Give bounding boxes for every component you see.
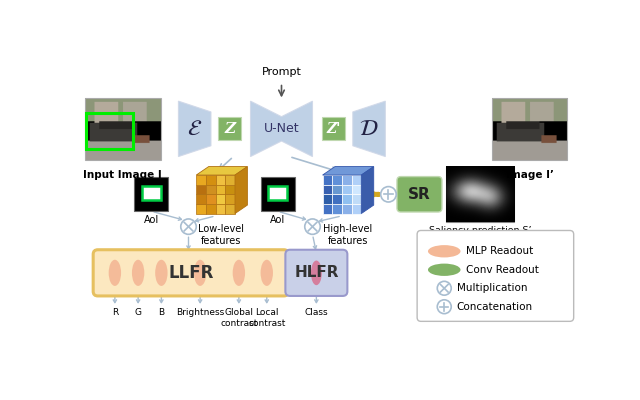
Circle shape [381, 186, 396, 202]
Polygon shape [323, 204, 332, 214]
Polygon shape [206, 194, 216, 204]
Text: AoI: AoI [270, 215, 285, 225]
Polygon shape [216, 204, 225, 214]
Text: $\mathcal{D}$: $\mathcal{D}$ [359, 119, 379, 139]
Polygon shape [342, 185, 351, 194]
Text: High-level
features: High-level features [323, 224, 372, 246]
Bar [84, 98, 161, 160]
Polygon shape [351, 204, 362, 214]
Polygon shape [179, 101, 211, 156]
Polygon shape [206, 185, 216, 194]
FancyBboxPatch shape [285, 250, 348, 296]
Polygon shape [196, 194, 206, 204]
Ellipse shape [233, 260, 245, 286]
Text: Input Image I: Input Image I [83, 170, 162, 180]
Polygon shape [216, 194, 225, 204]
FancyBboxPatch shape [397, 176, 442, 212]
Text: AoI: AoI [143, 215, 159, 225]
Polygon shape [323, 175, 332, 185]
Polygon shape [353, 101, 385, 156]
Text: HLFR: HLFR [294, 265, 339, 280]
Polygon shape [206, 204, 216, 214]
Circle shape [305, 219, 320, 234]
Text: Saliency prediction S’: Saliency prediction S’ [429, 226, 531, 235]
Polygon shape [196, 166, 248, 175]
Text: Image I’: Image I’ [506, 170, 554, 180]
Polygon shape [332, 185, 342, 194]
Polygon shape [216, 175, 225, 185]
Polygon shape [225, 194, 235, 204]
Text: B: B [158, 308, 164, 317]
Text: SR: SR [408, 187, 431, 202]
FancyBboxPatch shape [417, 230, 573, 321]
Polygon shape [196, 204, 206, 214]
Circle shape [437, 281, 451, 295]
Polygon shape [196, 175, 206, 185]
FancyBboxPatch shape [93, 250, 289, 296]
Polygon shape [351, 185, 362, 194]
Polygon shape [332, 175, 342, 185]
Bar [260, 177, 294, 211]
Text: Z': Z' [326, 122, 340, 136]
Bar [268, 186, 287, 200]
Text: G: G [134, 308, 141, 317]
Text: Prompt: Prompt [262, 67, 301, 77]
Polygon shape [225, 175, 235, 185]
Polygon shape [225, 185, 235, 194]
Polygon shape [323, 166, 374, 175]
Circle shape [437, 300, 451, 314]
Polygon shape [235, 166, 248, 214]
Text: Class: Class [305, 308, 328, 317]
Bar [134, 177, 168, 211]
Text: Z: Z [224, 122, 235, 136]
Text: Low-level
features: Low-level features [198, 224, 244, 246]
Polygon shape [342, 194, 351, 204]
Ellipse shape [155, 260, 168, 286]
Polygon shape [362, 166, 374, 214]
Polygon shape [332, 204, 342, 214]
Text: MLP Readout: MLP Readout [466, 246, 533, 256]
Text: Multiplication: Multiplication [457, 283, 527, 293]
Bar [492, 98, 568, 160]
Bar [86, 113, 133, 148]
Ellipse shape [428, 245, 461, 258]
Polygon shape [332, 194, 342, 204]
Bar [142, 186, 161, 200]
Ellipse shape [109, 260, 121, 286]
Ellipse shape [260, 260, 273, 286]
Bar [446, 166, 514, 222]
FancyBboxPatch shape [322, 117, 345, 140]
Polygon shape [351, 194, 362, 204]
Polygon shape [351, 175, 362, 185]
Polygon shape [196, 185, 206, 194]
Polygon shape [323, 185, 332, 194]
Polygon shape [342, 175, 351, 185]
Text: Local
contrast: Local contrast [248, 308, 285, 328]
Ellipse shape [194, 260, 206, 286]
Polygon shape [216, 185, 225, 194]
Text: LLFR: LLFR [168, 264, 214, 282]
Polygon shape [342, 204, 351, 214]
Polygon shape [323, 194, 332, 204]
Text: Conv Readout: Conv Readout [466, 265, 539, 275]
Text: U-Net: U-Net [264, 122, 300, 135]
Polygon shape [225, 204, 235, 214]
Ellipse shape [132, 260, 145, 286]
Ellipse shape [428, 264, 461, 276]
FancyBboxPatch shape [218, 117, 241, 140]
Polygon shape [250, 101, 312, 156]
Text: Global
contrast: Global contrast [220, 308, 257, 328]
Text: R: R [112, 308, 118, 317]
Polygon shape [206, 175, 216, 185]
Ellipse shape [311, 260, 322, 285]
Text: Brightness: Brightness [176, 308, 224, 317]
Text: Concatenation: Concatenation [457, 302, 532, 312]
Circle shape [180, 219, 196, 234]
Text: $\mathcal{E}$: $\mathcal{E}$ [187, 119, 202, 139]
